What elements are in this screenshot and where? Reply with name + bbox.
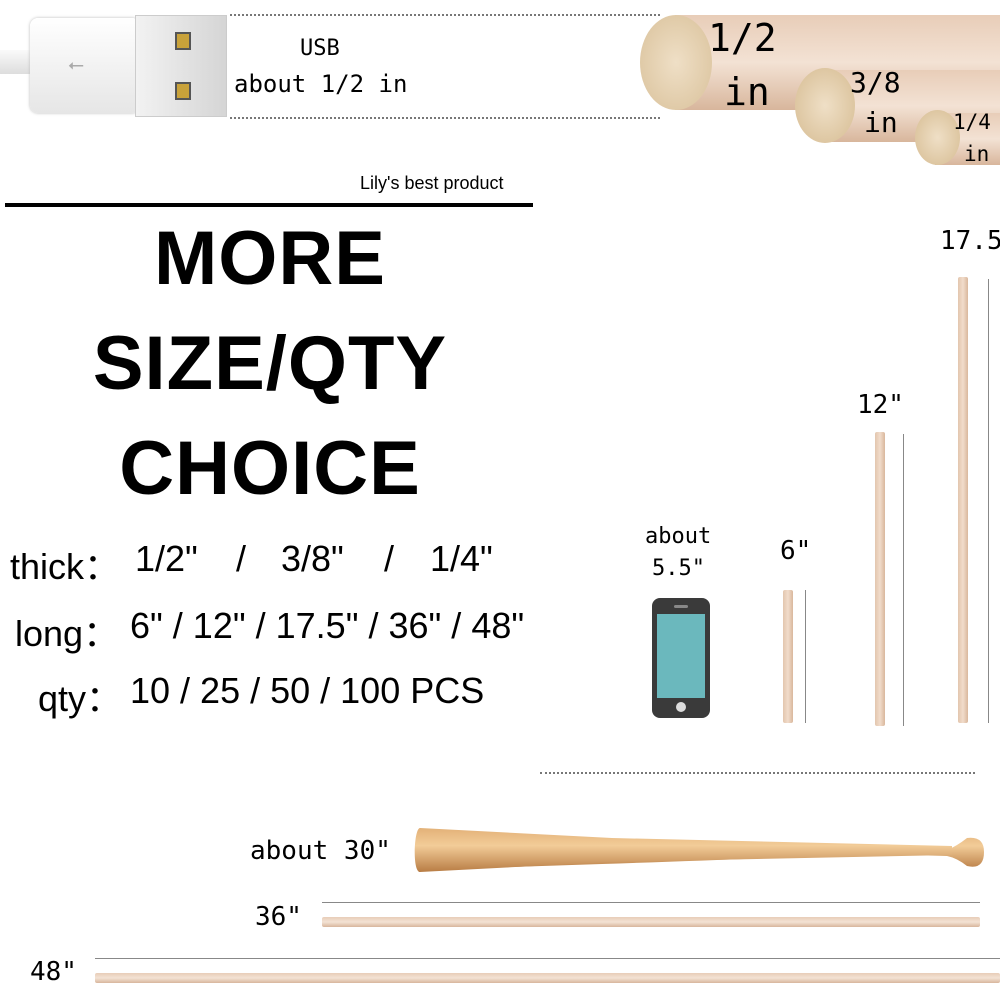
dowel-48in — [95, 973, 1000, 983]
headline-line-3: CHOICE — [119, 426, 421, 511]
usb-size: about 1/2 in — [234, 70, 408, 98]
usb-symbol-icon: ⭠ — [68, 54, 84, 76]
dowel-12in — [875, 432, 885, 726]
dimension-line — [95, 958, 1000, 959]
dowel-17-5in — [958, 277, 968, 723]
bat-label: about 30" — [250, 836, 391, 866]
divider-dotted — [230, 117, 660, 119]
dowel-half-fraction: 1/2 — [708, 16, 777, 60]
phone-icon — [652, 598, 710, 718]
divider-dotted — [230, 14, 660, 16]
dowel-36in — [322, 917, 980, 927]
headline-line-2: SIZE/QTY — [92, 321, 448, 406]
length-17-5-label: 17.5" — [940, 226, 1000, 256]
long-label: long： — [15, 613, 120, 654]
phone-label-line-2: 5.5" — [652, 556, 705, 581]
length-12-label: 12" — [857, 390, 904, 420]
headline-line-1: MORE — [154, 216, 386, 301]
thick-separator: / — [236, 538, 247, 579]
dowel-6in — [783, 590, 793, 723]
thick-value: 3/8" — [281, 538, 344, 579]
dimension-line — [903, 434, 904, 726]
usb-cable-image: ⭠ — [0, 10, 230, 117]
thick-separator: / — [384, 538, 395, 579]
dimension-line — [322, 902, 980, 903]
baseball-bat-image — [414, 828, 984, 872]
length-6-label: 6" — [780, 536, 812, 566]
dowel-three-eighths-fraction: 3/8 — [850, 66, 901, 99]
long-value: 6" / 12" / 17.5" / 36" / 48" — [130, 605, 525, 646]
thick-value: 1/4" — [430, 538, 493, 579]
divider-dotted — [540, 772, 975, 774]
phone-label-line-1: about — [645, 524, 712, 549]
thick-label: thick： — [10, 546, 121, 587]
dowel-ends-image — [640, 10, 1000, 170]
dimension-line — [805, 590, 806, 723]
dowel-quarter-unit: in — [964, 142, 990, 166]
brand-text: Lily's best product — [360, 173, 504, 193]
length-36-label: 36" — [255, 902, 302, 932]
divider-line — [5, 203, 533, 207]
usb-title: USB — [300, 36, 340, 61]
dowel-quarter-fraction: 1/4 — [953, 110, 991, 134]
thick-value: 1/2" — [135, 538, 198, 579]
dimension-line — [988, 279, 989, 723]
qty-label: qty： — [38, 678, 123, 719]
qty-value: 10 / 25 / 50 / 100 PCS — [130, 670, 485, 711]
dowel-three-eighths-unit: in — [864, 106, 898, 139]
dowel-half-unit: in — [724, 70, 770, 114]
length-48-label: 48" — [30, 957, 77, 987]
